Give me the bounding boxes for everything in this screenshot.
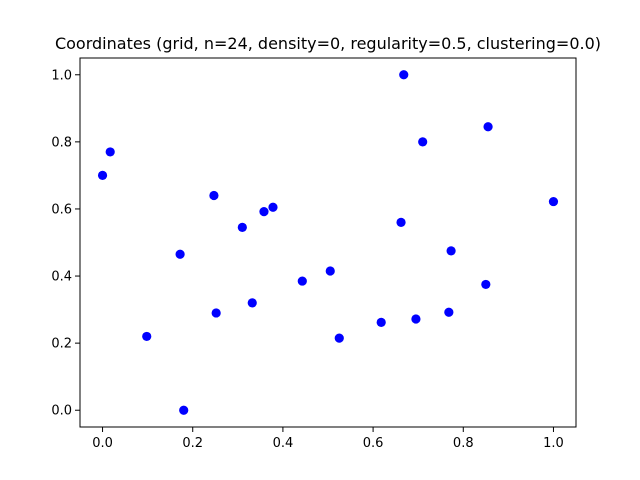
scatter-point: [142, 331, 152, 342]
scatter-points: [97, 70, 559, 415]
x-tick-label: 0.0: [92, 436, 113, 451]
scatter-point: [399, 70, 409, 80]
scatter-point: [237, 222, 247, 233]
scatter-point: [175, 249, 185, 259]
x-tick-label: 0.6: [363, 436, 384, 451]
scatter-point: [396, 217, 406, 227]
x-tick-label: 0.4: [273, 436, 294, 451]
y-tick-label: 0.2: [51, 337, 72, 352]
scatter-point: [411, 314, 421, 324]
y-tick-label: 0.8: [51, 135, 72, 150]
y-tick-label: 0.6: [51, 202, 72, 217]
y-tick-label: 0.0: [51, 404, 72, 419]
x-tick-label: 0.2: [182, 436, 203, 451]
scatter-point: [247, 298, 257, 308]
y-tick-label: 0.4: [51, 270, 72, 285]
scatter-point: [483, 122, 493, 132]
scatter-point: [325, 266, 335, 276]
x-axis-ticks: 0.0 0.2 0.4 0.6 0.8 1.0: [92, 427, 564, 451]
scatter-point: [211, 308, 221, 318]
plot-frame: [79, 57, 577, 428]
scatter-point: [259, 207, 269, 217]
scatter-point: [179, 405, 189, 415]
scatter-point: [418, 137, 428, 147]
x-tick-label: 1.0: [543, 436, 564, 451]
x-tick-label: 0.8: [453, 436, 474, 451]
scatter-point: [209, 190, 219, 201]
scatter-point: [97, 170, 108, 181]
scatter-point: [481, 279, 491, 290]
scatter-point: [334, 333, 344, 343]
chart-title: Coordinates (grid, n=24, density=0, regu…: [55, 34, 601, 53]
scatter-point: [105, 147, 115, 157]
scatter-point: [548, 196, 559, 207]
y-axis-ticks: 0.0 0.2 0.4 0.6 0.8 1.0: [51, 68, 80, 419]
scatter-point: [268, 202, 278, 212]
scatter-point: [376, 317, 386, 327]
scatter-point: [297, 276, 307, 286]
scatter-point: [444, 307, 454, 317]
y-tick-label: 1.0: [51, 68, 72, 83]
scatter-point: [446, 246, 456, 256]
